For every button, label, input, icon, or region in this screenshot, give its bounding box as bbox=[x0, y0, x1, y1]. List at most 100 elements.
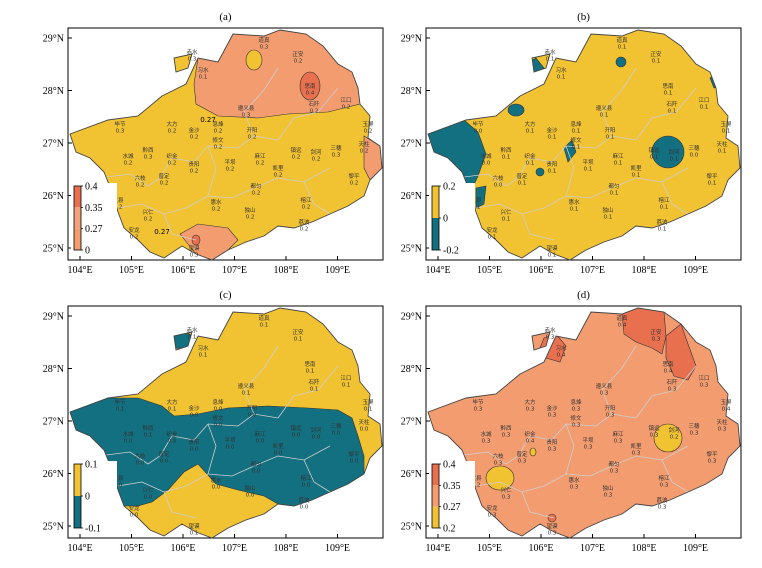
city-name: 修文 bbox=[570, 414, 582, 422]
city-value: 0.1 bbox=[668, 109, 677, 115]
county-boundary bbox=[611, 167, 689, 189]
x-tick-label: 108°E bbox=[631, 265, 656, 276]
city-name: 麻江 bbox=[254, 152, 266, 160]
county-boundary bbox=[565, 145, 575, 197]
city-name: 黎平 bbox=[706, 172, 718, 180]
city-name: 天柱 bbox=[716, 140, 728, 148]
city-name: 荔波 bbox=[656, 218, 668, 226]
city-name: 石阡 bbox=[666, 100, 678, 108]
city-name: 织金 bbox=[166, 152, 178, 160]
city-name: 道真 bbox=[616, 36, 628, 44]
city-name: 安龙 bbox=[128, 504, 140, 512]
city-value: 0.1 bbox=[650, 155, 659, 161]
panel-title: (b) bbox=[577, 11, 590, 23]
city-value: 0.1 bbox=[618, 45, 627, 51]
city-value: 0.2 bbox=[226, 167, 235, 173]
city-value: 0.1 bbox=[518, 181, 527, 187]
city-value: 0.2 bbox=[256, 161, 265, 167]
x-tick-label: 108°E bbox=[631, 543, 656, 554]
city-name: 镇远 bbox=[290, 146, 302, 154]
county-boundary bbox=[253, 167, 331, 189]
city-name: 赤水 bbox=[186, 48, 198, 56]
colorbar-label: 0 bbox=[85, 492, 90, 503]
city-value: 0.1 bbox=[502, 217, 511, 223]
city-name: 大方 bbox=[524, 120, 536, 128]
county-boundary bbox=[601, 345, 637, 415]
city-value: 0.2 bbox=[168, 161, 177, 167]
city-value: 0.3 bbox=[690, 431, 699, 437]
low-pocket-zhengan bbox=[245, 49, 263, 71]
city-name: 石阡 bbox=[308, 100, 320, 108]
city-value: 0.2 bbox=[312, 157, 321, 163]
city-value: 0.3 bbox=[242, 113, 251, 119]
city-value: 0.3 bbox=[570, 485, 579, 491]
city-value: 0.1 bbox=[526, 129, 535, 135]
city-value: 0.0 bbox=[212, 485, 221, 491]
city-value: 0.0 bbox=[130, 513, 139, 519]
city-value: 0.0 bbox=[190, 447, 199, 453]
city-value: 0.4 bbox=[664, 369, 673, 375]
city-name: 荔波 bbox=[298, 496, 310, 504]
city-value: 0.0 bbox=[292, 433, 301, 439]
contour-label: 0.27 bbox=[200, 116, 216, 124]
city-name: 剑河 bbox=[310, 148, 322, 156]
neg-zone-bijie bbox=[507, 103, 525, 117]
city-value: 0.1 bbox=[116, 407, 125, 413]
city-name: 贵阳 bbox=[188, 438, 199, 446]
city-name: 独山 bbox=[244, 484, 255, 492]
city-value: 0.0 bbox=[252, 469, 261, 475]
colorbar-label: 0.1 bbox=[85, 460, 98, 471]
city-value: 0.1 bbox=[660, 205, 669, 211]
county-boundary bbox=[475, 481, 545, 493]
city-value: 0.1 bbox=[718, 149, 727, 155]
city-name: 平坝 bbox=[582, 158, 594, 166]
city-name: 平坝 bbox=[224, 436, 236, 444]
city-value: 0.1 bbox=[652, 59, 661, 65]
colorbar-segment bbox=[74, 207, 81, 229]
county-boundary bbox=[207, 423, 217, 475]
city-value: 0.1 bbox=[658, 227, 667, 233]
city-value: 0.2 bbox=[274, 173, 283, 179]
city-value: 0.0 bbox=[168, 439, 177, 445]
county-boundary bbox=[661, 181, 689, 215]
city-name: 盘县 bbox=[112, 196, 124, 204]
city-name: 大方 bbox=[166, 398, 178, 406]
city-value: 0.1 bbox=[610, 191, 619, 197]
city-name: 麻江 bbox=[612, 430, 624, 438]
y-tick-label: 26°N bbox=[401, 191, 422, 202]
county-boundary bbox=[163, 213, 197, 241]
county-boundary bbox=[303, 181, 331, 215]
x-tick-label: 107°E bbox=[580, 543, 605, 554]
x-tick-label: 106°E bbox=[528, 265, 553, 276]
city-name: 望谟 bbox=[188, 522, 200, 530]
city-name: 大方 bbox=[524, 398, 536, 406]
city-name: 天柱 bbox=[358, 140, 370, 148]
county-boundary bbox=[455, 451, 519, 465]
city-name: 道真 bbox=[258, 36, 270, 44]
city-name: 惠水 bbox=[568, 476, 580, 484]
city-value: 0.1 bbox=[242, 391, 251, 397]
low-pocket-center bbox=[529, 447, 537, 457]
city-name: 正安 bbox=[650, 50, 662, 58]
panel-a: (a)赤水0.3道真0.3习水0.1正安0.2思南0.4江口0.2遵义县0.3石… bbox=[43, 11, 384, 276]
city-name: 玉屏 bbox=[362, 399, 374, 406]
city-name: 榕江 bbox=[300, 474, 312, 482]
city-value: 0.0 bbox=[214, 423, 223, 429]
city-name: 六枝 bbox=[492, 174, 504, 182]
city-name: 天柱 bbox=[358, 418, 370, 426]
city-name: 安龙 bbox=[486, 226, 498, 234]
city-value: 0.2 bbox=[190, 169, 199, 175]
county-boundary bbox=[303, 459, 331, 493]
city-name: 正安 bbox=[292, 328, 304, 336]
city-value: 0.3 bbox=[482, 439, 491, 445]
city-value: 0.1 bbox=[722, 129, 731, 135]
city-value: 0.3 bbox=[188, 57, 197, 63]
colorbar-label: 0.27 bbox=[443, 502, 461, 513]
city-value: 0.0 bbox=[300, 505, 309, 511]
county-boundary bbox=[243, 67, 279, 137]
y-tick-label: 27°N bbox=[401, 417, 422, 428]
city-name: 思南 bbox=[662, 360, 674, 368]
colorbar-segment bbox=[74, 496, 81, 528]
x-tick-label: 106°E bbox=[528, 543, 553, 554]
city-name: 兴仁 bbox=[142, 208, 154, 216]
